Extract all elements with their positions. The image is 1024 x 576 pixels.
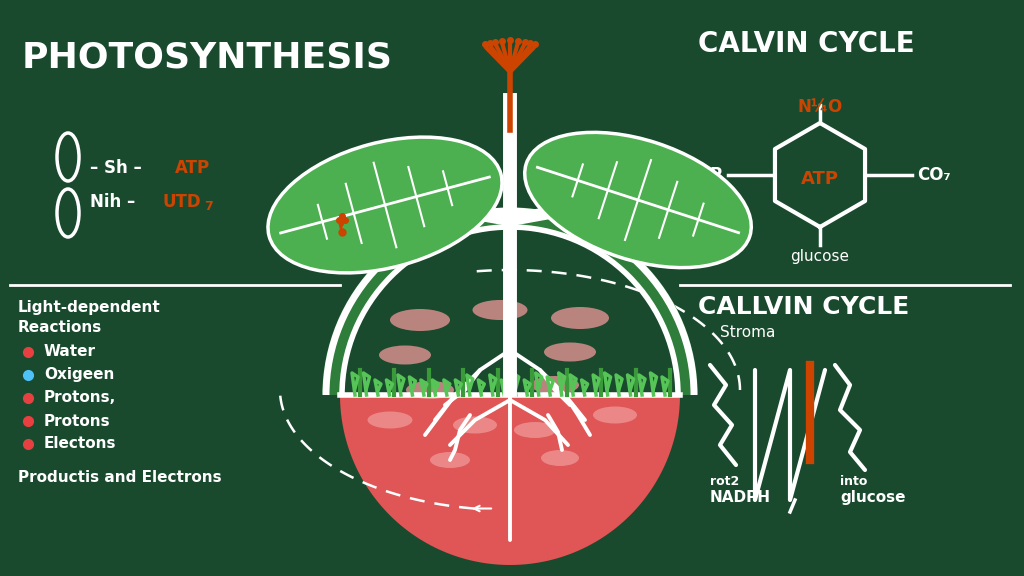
Ellipse shape <box>379 346 431 365</box>
Text: ATP: ATP <box>801 170 839 188</box>
Ellipse shape <box>593 407 637 423</box>
Ellipse shape <box>531 376 579 394</box>
Text: Electons: Electons <box>44 437 117 452</box>
Text: Oxigeen: Oxigeen <box>44 367 115 382</box>
Text: Protons,: Protons, <box>44 391 117 406</box>
Text: Productis and Electrons: Productis and Electrons <box>18 470 221 485</box>
Ellipse shape <box>268 137 502 273</box>
Ellipse shape <box>541 450 579 466</box>
Text: PHOTOSYNTHESIS: PHOTOSYNTHESIS <box>22 40 393 74</box>
Text: ATP: ATP <box>688 166 723 184</box>
Text: 7: 7 <box>204 200 213 214</box>
Text: Nih –: Nih – <box>90 193 135 211</box>
Text: glucose: glucose <box>791 249 850 264</box>
Text: ATP: ATP <box>175 159 210 177</box>
Text: NADPH: NADPH <box>710 490 771 505</box>
Text: Stroma: Stroma <box>720 325 775 340</box>
Text: – Sh –: – Sh – <box>90 159 141 177</box>
Ellipse shape <box>524 132 752 268</box>
Ellipse shape <box>453 416 497 434</box>
Ellipse shape <box>430 452 470 468</box>
Text: Reactions: Reactions <box>18 320 102 335</box>
Polygon shape <box>340 395 680 565</box>
Ellipse shape <box>472 300 527 320</box>
Text: N¼O: N¼O <box>798 98 843 116</box>
Text: into: into <box>840 475 867 488</box>
Text: UTD: UTD <box>162 193 201 211</box>
Text: CALVIN CYCLE: CALVIN CYCLE <box>698 30 914 58</box>
Ellipse shape <box>551 307 609 329</box>
Ellipse shape <box>368 411 413 429</box>
Text: Protons: Protons <box>44 414 111 429</box>
Ellipse shape <box>544 343 596 362</box>
Text: Water: Water <box>44 344 96 359</box>
Ellipse shape <box>406 381 454 399</box>
Text: Light-dependent: Light-dependent <box>18 300 161 315</box>
Text: rot2: rot2 <box>710 475 739 488</box>
Ellipse shape <box>390 309 450 331</box>
Ellipse shape <box>514 422 556 438</box>
Text: CO₇: CO₇ <box>918 166 950 184</box>
Text: CALLVIN CYCLE: CALLVIN CYCLE <box>698 295 909 319</box>
Text: glucose: glucose <box>840 490 905 505</box>
